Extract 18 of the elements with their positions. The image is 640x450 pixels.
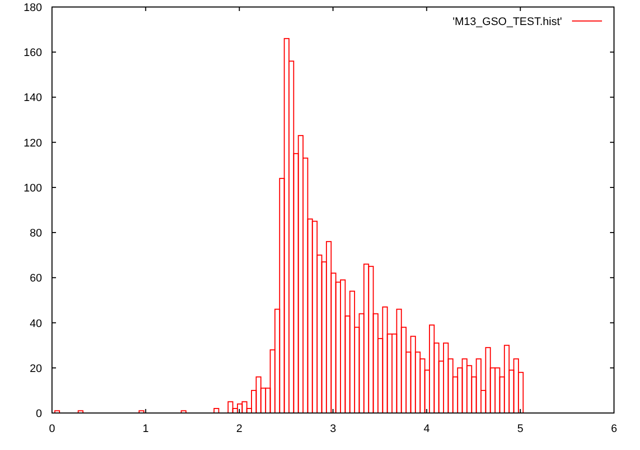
y-tick-label: 140 [24,92,42,104]
x-tick-label: 4 [424,423,430,435]
x-tick-label: 0 [48,423,56,435]
y-tick-label: 120 [24,137,42,150]
x-tick-label: 1 [142,423,149,435]
x-tick-label: 2 [236,423,242,435]
x-tick-label: 3 [330,423,336,435]
y-tick-label: 0 [36,408,42,420]
y-tick-label: 160 [24,47,42,60]
y-tick-label: 40 [30,318,42,330]
x-tick-label: 6 [610,423,618,435]
y-tick-label: 180 [24,2,42,14]
y-tick-label: 100 [24,182,42,194]
legend-label: 'M13_GSO_TEST.hist' [452,16,562,28]
y-tick-label: 60 [30,272,42,285]
x-tick-label: 5 [517,423,524,435]
y-tick-label: 80 [30,228,42,240]
y-tick-label: 20 [30,362,42,375]
